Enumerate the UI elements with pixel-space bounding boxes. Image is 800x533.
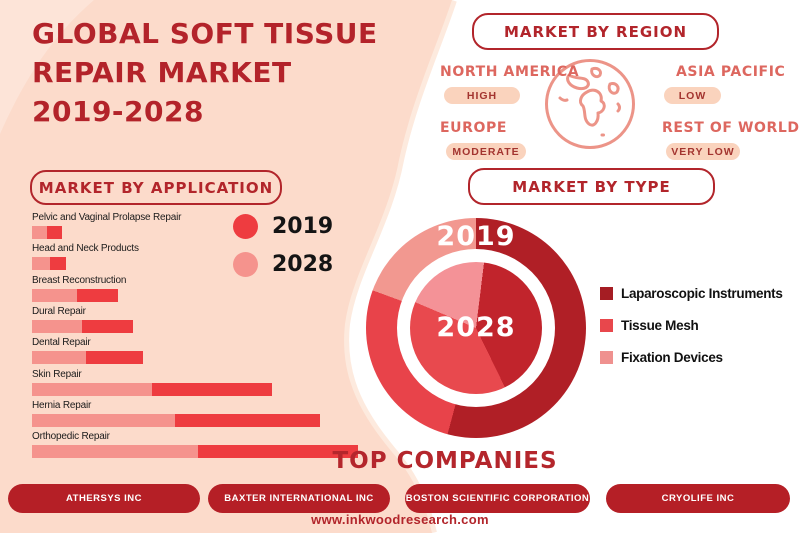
bar-segment-2028	[32, 413, 175, 427]
application-legend-item: 2028	[233, 252, 333, 277]
bar-segment-2028	[32, 445, 198, 459]
bar-segment-2019	[152, 382, 272, 396]
region-name-4: REST OF WORLD	[662, 120, 800, 136]
bar-segment-2028	[32, 257, 50, 271]
application-legend-item: 2019	[233, 214, 333, 239]
bar-segment-2019	[47, 226, 62, 239]
type-legend-label: Fixation Devices	[621, 350, 723, 365]
stacked-bar	[32, 382, 272, 396]
page-title: GLOBAL SOFT TISSUE REPAIR MARKET 2019-20…	[32, 17, 378, 129]
company-pill: BOSTON SCIENTIFIC CORPORATION	[405, 484, 590, 513]
market-type-donut-chart: 2019 2028	[366, 218, 586, 438]
legend-dot-2019	[233, 214, 258, 239]
company-pill: ATHERSYS INC	[8, 484, 200, 513]
bar-row: Skin Repair	[32, 369, 272, 396]
region-level-badge-1: HIGH	[444, 87, 520, 104]
bar-segment-2028	[32, 226, 47, 239]
bar-category-label: Dural Repair	[32, 305, 86, 317]
donut-label-2028: 2028	[436, 312, 516, 343]
stacked-bar	[32, 413, 320, 427]
bar-segment-2028	[32, 351, 86, 365]
region-level-badge-4: VERY LOW	[666, 143, 740, 160]
top-companies-heading: TOP COMPANIES	[332, 448, 558, 474]
bar-segment-2019	[77, 288, 118, 302]
stacked-bar	[32, 445, 358, 459]
donut-label-2019: 2019	[436, 221, 516, 252]
type-legend-item: Laparoscopic Instruments	[600, 286, 783, 301]
region-name-3: EUROPE	[440, 120, 508, 136]
bar-row: Dural Repair	[32, 306, 133, 333]
bar-row: Dental Repair	[32, 337, 143, 365]
region-level-badge-3: MODERATE	[446, 143, 526, 160]
bar-segment-2019	[82, 319, 133, 333]
bar-row: Hernia Repair	[32, 400, 320, 427]
region-name-2: ASIA PACIFIC	[676, 64, 786, 80]
stacked-bar	[32, 226, 181, 239]
bar-segment-2019	[86, 351, 143, 365]
bar-segment-2019	[198, 445, 358, 459]
type-legend-label: Tissue Mesh	[621, 318, 699, 333]
peach-blob	[0, 0, 452, 533]
legend-year-label: 2028	[272, 252, 334, 277]
bar-segment-2028	[32, 319, 82, 333]
legend-swatch-icon	[600, 351, 613, 364]
type-legend-item: Fixation Devices	[600, 350, 723, 365]
bar-category-label: Dental Repair	[32, 337, 91, 349]
bar-segment-2028	[32, 288, 77, 302]
bar-segment-2019	[50, 257, 66, 271]
stacked-bar	[32, 257, 139, 271]
stacked-bar	[32, 351, 143, 365]
type-legend-item: Tissue Mesh	[600, 318, 699, 333]
region-name-1: NORTH AMERICA	[440, 64, 580, 80]
legend-year-label: 2019	[272, 214, 334, 239]
bar-row: Orthopedic Repair	[32, 431, 358, 459]
bar-category-label: Breast Reconstruction	[32, 274, 127, 286]
globe-icon	[545, 59, 635, 149]
corner-light-wedge	[0, 0, 94, 134]
bar-row: Head and Neck Products	[32, 243, 139, 271]
section-header-type: MARKET BY TYPE	[468, 168, 715, 205]
section-header-region: MARKET BY REGION	[472, 13, 719, 50]
footer-website-link[interactable]: www.inkwoodresearch.com	[311, 512, 489, 527]
region-level-badge-2: LOW	[664, 87, 721, 104]
bar-row: Pelvic and Vaginal Prolapse Repair	[32, 212, 181, 239]
bar-segment-2019	[175, 413, 320, 427]
legend-swatch-icon	[600, 319, 613, 332]
bar-category-label: Hernia Repair	[32, 399, 92, 411]
company-pill: BAXTER INTERNATIONAL INC	[208, 484, 390, 513]
stacked-bar	[32, 288, 126, 302]
bar-segment-2028	[32, 382, 152, 396]
bar-category-label: Skin Repair	[32, 368, 82, 380]
bar-row: Breast Reconstruction	[32, 275, 126, 302]
stacked-bar	[32, 319, 133, 333]
type-legend-label: Laparoscopic Instruments	[621, 286, 783, 301]
bar-category-label: Orthopedic Repair	[32, 431, 110, 443]
section-header-application: MARKET BY APPLICATION	[30, 170, 282, 205]
donut-pie-2028	[410, 262, 542, 394]
bar-category-label: Head and Neck Products	[32, 243, 139, 255]
legend-swatch-icon	[600, 287, 613, 300]
bar-category-label: Pelvic and Vaginal Prolapse Repair	[32, 212, 182, 223]
legend-dot-2028	[233, 252, 258, 277]
company-pill: CRYOLIFE INC	[606, 484, 790, 513]
